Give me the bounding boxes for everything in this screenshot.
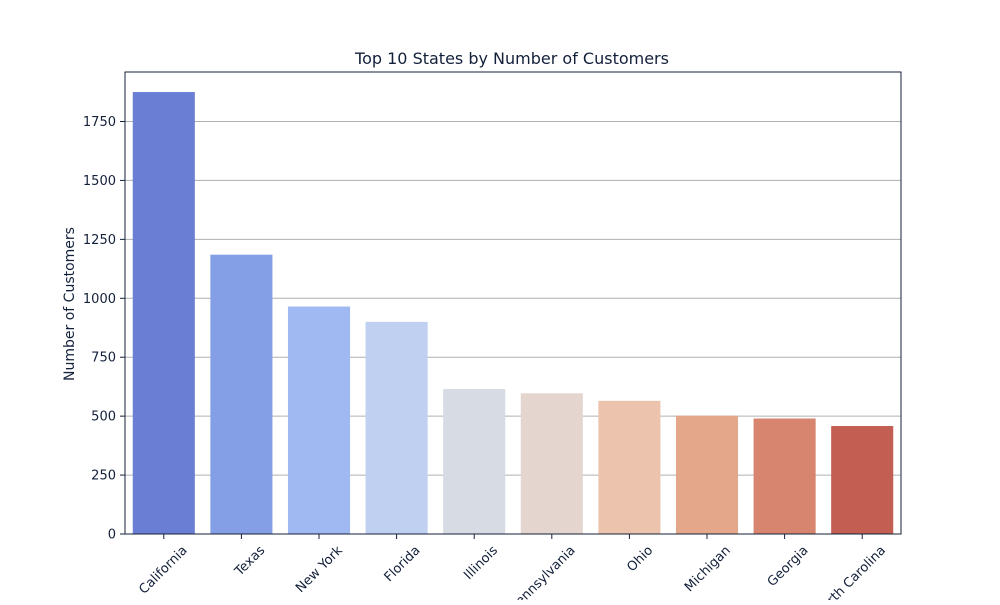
bar bbox=[287, 306, 351, 534]
y-tick-label: 0 bbox=[108, 528, 116, 543]
bar bbox=[365, 321, 428, 534]
bar bbox=[132, 92, 195, 535]
y-tick-label: 1000 bbox=[83, 292, 116, 307]
y-tick-label: 250 bbox=[91, 469, 116, 484]
bar bbox=[753, 418, 816, 534]
x-tick-label: North Carolina bbox=[812, 543, 889, 600]
y-tick-label: 750 bbox=[91, 351, 116, 366]
y-tick-label: 500 bbox=[91, 410, 116, 425]
bar bbox=[598, 400, 661, 534]
x-tick-label: Texas bbox=[232, 543, 269, 580]
y-tick-label: 1250 bbox=[83, 233, 116, 248]
x-tick-label: Michigan bbox=[682, 543, 734, 595]
x-tick-label: Pennsylvania bbox=[508, 543, 579, 600]
bar bbox=[443, 389, 506, 534]
x-tick-label: Florida bbox=[382, 543, 424, 585]
bar bbox=[831, 426, 894, 534]
bar bbox=[675, 415, 739, 534]
bar bbox=[520, 393, 583, 534]
y-axis-title: Number of Customers bbox=[62, 227, 78, 381]
y-tick-label: 1750 bbox=[83, 115, 116, 130]
x-axis-ticks: California Texas New York Florida Illinois Pe… bbox=[136, 534, 889, 605]
bar bbox=[210, 254, 273, 534]
x-tick-label: New York bbox=[293, 543, 346, 596]
x-tick-label: California bbox=[136, 543, 190, 597]
bars bbox=[132, 92, 894, 535]
x-tick-label: Illinois bbox=[461, 543, 501, 583]
y-axis-ticks: 0 250 500 750 1000 1250 1500 1750 bbox=[83, 115, 125, 543]
x-tick-label: Ohio bbox=[624, 543, 656, 575]
chart-title: Top 10 States by Number of Customers bbox=[354, 49, 669, 68]
plot-frame bbox=[124, 71, 902, 535]
x-tick-label: Georgia bbox=[765, 543, 812, 590]
y-tick-label: 1500 bbox=[83, 174, 116, 189]
